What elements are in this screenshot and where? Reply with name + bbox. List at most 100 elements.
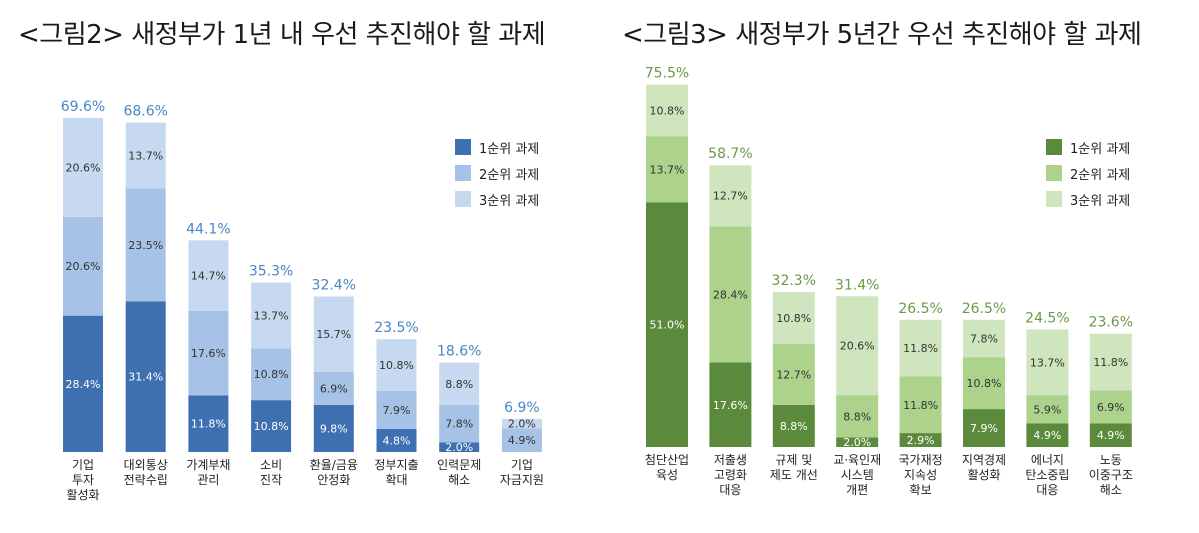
segment-label: 10.8% xyxy=(254,420,289,433)
bar-segment xyxy=(899,433,942,447)
segment-label: 4.9% xyxy=(1033,429,1061,442)
category-label: 기업 xyxy=(72,458,94,472)
category-label: 기업 xyxy=(511,458,533,472)
legend-label: 3순위 과제 xyxy=(479,193,540,209)
legend-left: 1순위 과제 2순위 과제 3순위 과제 xyxy=(455,134,539,212)
bar-segment xyxy=(313,296,354,372)
bar-segment xyxy=(376,391,417,429)
bar-segment xyxy=(188,240,229,311)
bar-segment xyxy=(251,348,292,401)
segment-label: 20.6% xyxy=(840,340,875,353)
segment-label: 4.8% xyxy=(383,434,411,447)
segment-label: 15.7% xyxy=(316,328,351,341)
legend-label: 2순위 과제 xyxy=(1070,167,1131,183)
total-label: 26.5% xyxy=(898,301,942,317)
bar-segment xyxy=(188,395,229,452)
total-label: 69.6% xyxy=(61,99,105,115)
legend-label: 1순위 과제 xyxy=(479,141,540,157)
legend-swatch xyxy=(455,139,471,155)
segment-label: 4.9% xyxy=(508,434,536,447)
category-label: 자금지원 xyxy=(500,473,544,487)
category-label: 첨단산업 xyxy=(645,453,689,467)
category-label: 환율/금융 xyxy=(310,458,358,472)
segment-label: 23.5% xyxy=(128,239,163,252)
category-label: 교·육인재 xyxy=(833,453,881,467)
total-label: 31.4% xyxy=(835,277,879,293)
total-label: 23.6% xyxy=(1089,315,1133,331)
segment-label: 8.8% xyxy=(445,378,473,391)
bar-segment xyxy=(1089,390,1132,424)
bar-segment xyxy=(63,315,103,452)
bar-segment xyxy=(646,202,688,447)
category-label: 정부지출 xyxy=(374,458,418,472)
bar-segment xyxy=(1026,329,1069,396)
segment-label: 51.0% xyxy=(650,319,685,332)
category-label: 고령화 xyxy=(714,468,747,482)
legend-item: 3순위 과제 xyxy=(1046,186,1130,212)
category-label: 탄소중립 xyxy=(1025,468,1069,482)
category-label: 활성화 xyxy=(967,468,1000,482)
legend-swatch xyxy=(1046,191,1062,207)
segment-label: 12.7% xyxy=(713,190,748,203)
segment-label: 13.7% xyxy=(254,309,289,322)
category-label: 노동 xyxy=(1100,453,1122,467)
segment-label: 11.8% xyxy=(903,399,938,412)
bar-segment xyxy=(188,310,229,396)
segment-label: 7.9% xyxy=(383,404,411,417)
category-label: 소비 xyxy=(260,458,282,472)
segment-label: 13.7% xyxy=(128,150,163,163)
category-label: 투자 xyxy=(72,473,94,487)
category-label: 전략수립 xyxy=(124,473,168,487)
segment-label: 28.4% xyxy=(66,378,101,391)
segment-label: 17.6% xyxy=(713,399,748,412)
category-label: 육성 xyxy=(656,468,678,482)
category-label: 관리 xyxy=(197,473,219,487)
category-label: 시스템 xyxy=(841,468,874,482)
category-label: 지속성 xyxy=(904,468,937,482)
bar-segment xyxy=(501,418,542,429)
segment-label: 9.8% xyxy=(320,422,348,435)
category-label: 대외통상 xyxy=(124,458,168,472)
bar-segment xyxy=(646,136,688,203)
bar-segment xyxy=(963,319,1005,358)
chart-title-left: <그림2> 새정부가 1년 내 우선 추진해야 할 과제 xyxy=(18,20,546,50)
bar-segment xyxy=(709,165,752,227)
category-label: 제도 개선 xyxy=(770,468,818,482)
total-label: 32.3% xyxy=(772,273,816,289)
legend-item: 2순위 과제 xyxy=(1046,160,1130,186)
segment-label: 28.4% xyxy=(713,288,748,301)
bar-segment xyxy=(836,437,879,447)
segment-label: 2.0% xyxy=(508,417,536,430)
segment-label: 10.8% xyxy=(379,359,414,372)
legend-item: 1순위 과제 xyxy=(455,134,539,160)
segment-label: 10.8% xyxy=(776,312,811,325)
total-label: 32.4% xyxy=(312,277,356,293)
total-label: 24.5% xyxy=(1025,310,1069,326)
category-label: 개편 xyxy=(846,483,868,497)
category-label: 인력문제 xyxy=(437,458,481,472)
bar-segment xyxy=(439,442,480,452)
bar-segment xyxy=(63,216,103,316)
bar-segment xyxy=(439,404,480,443)
segment-label: 12.7% xyxy=(776,368,811,381)
segment-label: 2.0% xyxy=(445,441,473,454)
bar-segment xyxy=(709,362,752,447)
legend-right: 1순위 과제 2순위 과제 3순위 과제 xyxy=(1046,134,1130,212)
chart-panel-right: <그림3> 새정부가 5년간 우선 추진해야 할 과제 51.0% 13.7% 10… xyxy=(600,0,1199,533)
bar-segment xyxy=(313,404,354,452)
category-label: 가계부채 xyxy=(186,458,230,472)
bar-segment xyxy=(125,188,166,302)
legend-swatch xyxy=(455,165,471,181)
total-label: 6.9% xyxy=(504,400,540,416)
total-label: 23.5% xyxy=(374,320,418,336)
segment-label: 14.7% xyxy=(191,270,226,283)
segment-label: 10.8% xyxy=(650,105,685,118)
legend-label: 2순위 과제 xyxy=(479,167,540,183)
segment-label: 13.7% xyxy=(1030,356,1065,369)
segment-label: 20.6% xyxy=(66,161,101,174)
total-label: 68.6% xyxy=(123,104,167,120)
segment-label: 31.4% xyxy=(128,371,163,384)
bar-segment xyxy=(376,339,417,392)
category-label: 국가재정 xyxy=(899,453,943,467)
